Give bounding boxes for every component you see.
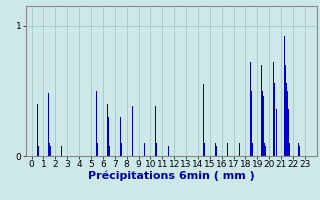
X-axis label: Précipitations 6min ( mm ): Précipitations 6min ( mm ) (88, 171, 255, 181)
Bar (48, 93, 49, 156)
Bar (109, 146, 110, 156)
Bar (275, 91, 276, 156)
Bar (108, 117, 109, 156)
Bar (298, 143, 299, 156)
Bar (251, 91, 252, 156)
Bar (286, 83, 287, 156)
Bar (121, 143, 122, 156)
Bar (132, 143, 133, 156)
Bar (288, 109, 289, 156)
Bar (287, 91, 288, 156)
Bar (120, 117, 121, 156)
Bar (203, 84, 204, 156)
Bar (310, 143, 311, 156)
Bar (36, 101, 37, 156)
Bar (227, 143, 228, 156)
Bar (284, 36, 285, 156)
Bar (204, 143, 205, 156)
Bar (96, 91, 97, 156)
Bar (276, 109, 277, 156)
Bar (289, 143, 290, 156)
Bar (285, 65, 286, 156)
Bar (50, 146, 51, 156)
Bar (37, 104, 38, 156)
Bar (273, 62, 274, 156)
Bar (215, 143, 216, 156)
Bar (252, 143, 253, 156)
Bar (216, 146, 217, 156)
Bar (261, 65, 262, 156)
Bar (60, 144, 61, 156)
Bar (61, 146, 62, 156)
Bar (49, 143, 50, 156)
Bar (264, 143, 265, 156)
Bar (239, 143, 240, 156)
Bar (168, 146, 169, 156)
Bar (38, 146, 39, 156)
Bar (265, 146, 266, 156)
Bar (263, 96, 264, 156)
Bar (299, 146, 300, 156)
Bar (274, 83, 275, 156)
Bar (262, 91, 263, 156)
Bar (97, 143, 98, 156)
Bar (144, 143, 145, 156)
